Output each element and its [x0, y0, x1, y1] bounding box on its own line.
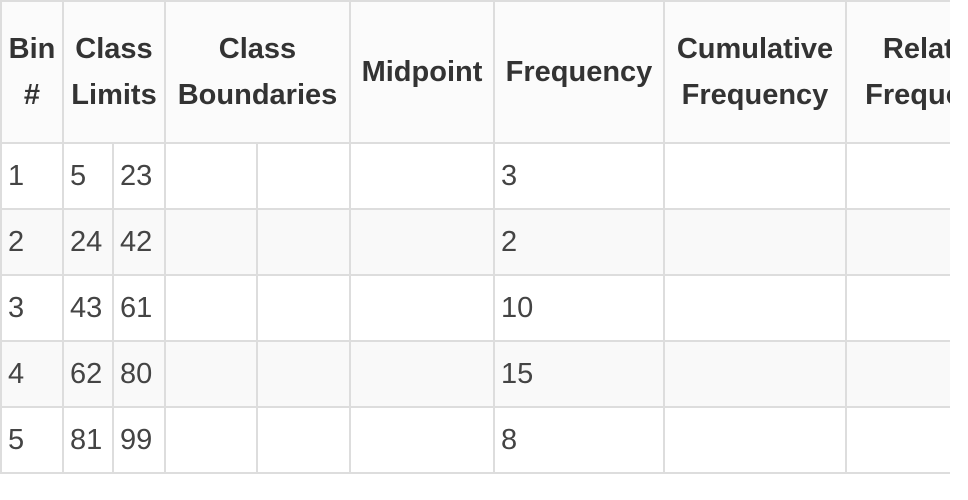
- header-cumulative-frequency: Cumulative Frequency: [663, 0, 847, 144]
- header-bin-line2: #: [23, 79, 41, 111]
- cell-relative-frequency[interactable]: [845, 340, 950, 408]
- cell-upper-boundary[interactable]: [256, 208, 351, 276]
- header-row: Bin # Class Limits Class Boundaries Midp…: [0, 0, 950, 144]
- cell-midpoint[interactable]: [349, 340, 495, 408]
- header-relative-frequency: Relative Frequency: [845, 0, 950, 144]
- cell-lower-boundary[interactable]: [164, 406, 258, 474]
- cell-lower-boundary[interactable]: [164, 340, 258, 408]
- cell-frequency: 8: [493, 406, 665, 474]
- cell-midpoint[interactable]: [349, 274, 495, 342]
- cell-bin: 1: [0, 142, 64, 210]
- header-class-limits-line2: Limits: [71, 79, 157, 111]
- header-bin-line1: Bin: [8, 33, 56, 65]
- header-class-boundaries: Class Boundaries: [164, 0, 351, 144]
- header-cumulative-frequency-line1: Cumulative: [676, 33, 834, 65]
- cell-cumulative-frequency[interactable]: [663, 142, 847, 210]
- header-relative-frequency-line1: Relative: [882, 33, 950, 65]
- cell-lower-boundary[interactable]: [164, 274, 258, 342]
- header-class-boundaries-line1: Class: [218, 33, 297, 65]
- table-row: 4 62 80 15: [0, 340, 950, 408]
- frequency-table: Bin # Class Limits Class Boundaries Midp…: [0, 0, 950, 474]
- cell-frequency: 2: [493, 208, 665, 276]
- cell-relative-frequency[interactable]: [845, 208, 950, 276]
- cell-upper-boundary[interactable]: [256, 142, 351, 210]
- table-row: 1 5 23 3: [0, 142, 950, 210]
- cell-lower-limit: 81: [62, 406, 114, 474]
- cell-bin: 5: [0, 406, 64, 474]
- header-class-limits-line1: Class: [75, 33, 153, 65]
- cell-upper-limit: 99: [112, 406, 166, 474]
- cell-midpoint[interactable]: [349, 406, 495, 474]
- cell-bin: 3: [0, 274, 64, 342]
- header-midpoint-line1: Midpoint: [361, 56, 483, 88]
- cell-midpoint[interactable]: [349, 208, 495, 276]
- cell-upper-boundary[interactable]: [256, 274, 351, 342]
- cell-upper-boundary[interactable]: [256, 340, 351, 408]
- header-class-limits: Class Limits: [62, 0, 166, 144]
- cell-relative-frequency[interactable]: [845, 142, 950, 210]
- cell-midpoint[interactable]: [349, 142, 495, 210]
- cell-cumulative-frequency[interactable]: [663, 208, 847, 276]
- header-class-boundaries-line2: Boundaries: [177, 79, 338, 111]
- cell-lower-limit: 43: [62, 274, 114, 342]
- cell-frequency: 10: [493, 274, 665, 342]
- cell-cumulative-frequency[interactable]: [663, 406, 847, 474]
- table-row: 3 43 61 10: [0, 274, 950, 342]
- cell-frequency: 3: [493, 142, 665, 210]
- cell-bin: 2: [0, 208, 64, 276]
- cell-upper-boundary[interactable]: [256, 406, 351, 474]
- header-bin: Bin #: [0, 0, 64, 144]
- cell-relative-frequency[interactable]: [845, 274, 950, 342]
- cell-relative-frequency[interactable]: [845, 406, 950, 474]
- header-midpoint: Midpoint: [349, 0, 495, 144]
- table-row: 2 24 42 2: [0, 208, 950, 276]
- cell-bin: 4: [0, 340, 64, 408]
- cell-lower-limit: 5: [62, 142, 114, 210]
- cell-upper-limit: 80: [112, 340, 166, 408]
- table-row: 5 81 99 8: [0, 406, 950, 474]
- cell-cumulative-frequency[interactable]: [663, 274, 847, 342]
- cell-lower-limit: 62: [62, 340, 114, 408]
- header-relative-frequency-line2: Frequency: [865, 79, 950, 111]
- cell-lower-boundary[interactable]: [164, 208, 258, 276]
- header-frequency: Frequency: [493, 0, 665, 144]
- cell-frequency: 15: [493, 340, 665, 408]
- cell-cumulative-frequency[interactable]: [663, 340, 847, 408]
- cell-upper-limit: 23: [112, 142, 166, 210]
- header-cumulative-frequency-line2: Frequency: [681, 79, 829, 111]
- cell-lower-limit: 24: [62, 208, 114, 276]
- cell-upper-limit: 42: [112, 208, 166, 276]
- cell-upper-limit: 61: [112, 274, 166, 342]
- cell-lower-boundary[interactable]: [164, 142, 258, 210]
- header-frequency-line1: Frequency: [505, 56, 653, 88]
